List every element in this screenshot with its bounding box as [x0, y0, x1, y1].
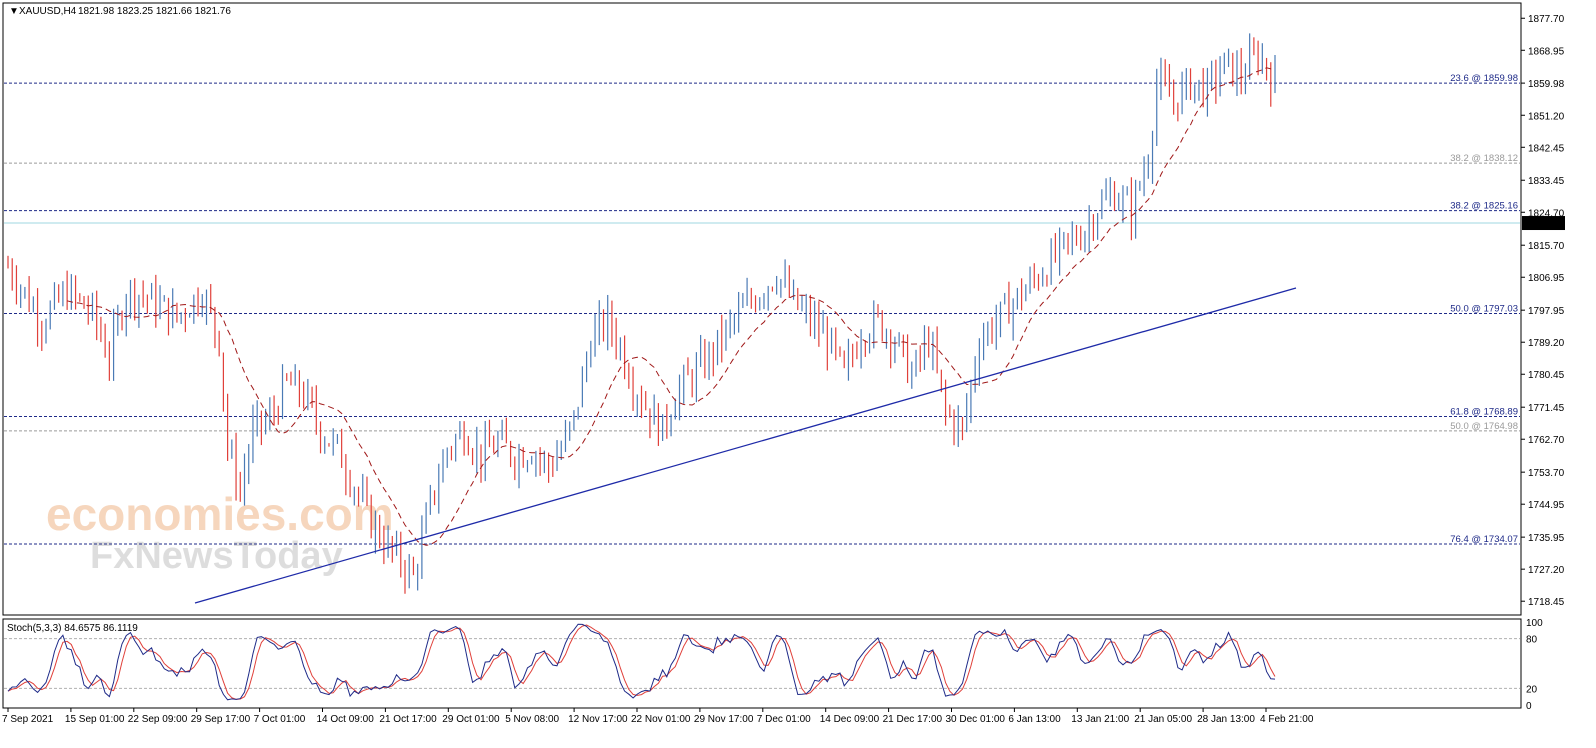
- watermark-fxnewstoday: FxNewsToday: [90, 535, 343, 577]
- price-tick-label: 1824.70: [1528, 208, 1565, 219]
- time-tick-label: 6 Jan 13:00: [1008, 714, 1061, 725]
- price-tick-label: 1833.45: [1528, 176, 1565, 187]
- symbol-label: XAUUSD,H4: [19, 6, 77, 17]
- price-tick-label: 1753.70: [1528, 468, 1565, 479]
- candlesticks: [7, 33, 1276, 594]
- price-tick-label: 1868.95: [1528, 46, 1565, 57]
- stoch-axis-label: 100: [1526, 618, 1543, 629]
- fib-level-label: 38.2 @ 1838.12: [1450, 153, 1518, 164]
- stoch-main-line: [7, 623, 1276, 701]
- price-tick-label: 1789.20: [1528, 338, 1565, 349]
- price-tick-label: 1727.20: [1528, 565, 1565, 576]
- time-tick-label: 21 Dec 17:00: [883, 714, 943, 725]
- time-tick-label: 7 Sep 2021: [2, 714, 54, 725]
- fib-level-label: 76.4 @ 1734.07: [1450, 534, 1518, 545]
- fib-level-label: 38.2 @ 1825.16: [1450, 201, 1518, 212]
- time-tick-label: 21 Oct 17:00: [379, 714, 437, 725]
- fib-level-label: 61.8 @ 1768.89: [1450, 407, 1518, 418]
- price-tick-label: 1851.20: [1528, 111, 1565, 122]
- time-tick-label: 29 Sep 17:00: [191, 714, 251, 725]
- price-tick-label: 1842.45: [1528, 143, 1565, 154]
- price-tick-label: 1762.70: [1528, 435, 1565, 446]
- time-tick-label: 15 Sep 01:00: [65, 714, 125, 725]
- time-tick-label: 30 Dec 01:00: [946, 714, 1006, 725]
- indicator-label: Stoch(5,3,3) 84.6575 86.1119: [7, 623, 138, 634]
- fib-level-label: 23.6 @ 1859.98: [1450, 73, 1518, 84]
- time-tick-label: 29 Nov 17:00: [694, 714, 754, 725]
- time-tick-label: 29 Oct 01:00: [442, 714, 500, 725]
- stochastic-oscillator: 100 80 20 0: [4, 618, 1543, 712]
- stoch-axis-label: 20: [1526, 684, 1538, 695]
- time-tick-label: 7 Dec 01:00: [757, 714, 811, 725]
- time-tick-label: 12 Nov 17:00: [568, 714, 628, 725]
- moving-average: [66, 67, 1275, 546]
- symbol-triangle-icon[interactable]: ▼: [9, 6, 19, 17]
- time-tick-label: 13 Jan 21:00: [1071, 714, 1129, 725]
- stoch-axis-label: 80: [1526, 635, 1538, 646]
- moving-average-line: [66, 67, 1275, 546]
- fib-level-label: 50.0 @ 1764.98: [1450, 421, 1518, 432]
- price-tick-label: 1877.70: [1528, 14, 1565, 25]
- time-tick-label: 21 Jan 05:00: [1134, 714, 1192, 725]
- time-tick-label: 4 Feb 21:00: [1260, 714, 1314, 725]
- stoch-signal-line: [7, 624, 1276, 700]
- trendline-support: [194, 287, 1297, 604]
- time-tick-label: 14 Dec 09:00: [820, 714, 880, 725]
- time-axis: 7 Sep 2021 15 Sep 01:00 22 Sep 09:00 29 Sep…: [2, 708, 1314, 725]
- time-tick-label: 7 Oct 01:00: [254, 714, 306, 725]
- current-price-marker: [1522, 216, 1565, 231]
- price-tick-label: 1780.45: [1528, 370, 1565, 381]
- time-tick-label: 5 Nov 08:00: [505, 714, 559, 725]
- price-tick-label: 1718.45: [1528, 597, 1565, 608]
- ohlc-values: 1821.98 1823.25 1821.66 1821.76: [78, 6, 231, 17]
- current-price-label: 1821.76: [1526, 219, 1563, 230]
- price-tick-label: 1744.95: [1528, 500, 1565, 511]
- price-tick-label: 1806.95: [1528, 273, 1565, 284]
- time-tick-label: 14 Oct 09:00: [317, 714, 375, 725]
- fib-level-label: 50.0 @ 1797.03: [1450, 304, 1518, 315]
- price-tick-label: 1815.70: [1528, 241, 1565, 252]
- watermark-economies: economies.com: [46, 488, 394, 540]
- trendline: [194, 287, 1297, 604]
- time-tick-label: 22 Nov 01:00: [631, 714, 691, 725]
- price-tick-label: 1859.98: [1528, 79, 1565, 90]
- price-tick-label: 1797.95: [1528, 306, 1565, 317]
- time-tick-label: 22 Sep 09:00: [128, 714, 188, 725]
- price-tick-label: 1771.45: [1528, 403, 1565, 414]
- indicator-plot-frame: [2, 618, 1522, 709]
- main-plot-frame: [2, 2, 1522, 616]
- price-tick-label: 1735.95: [1528, 533, 1565, 544]
- time-tick-label: 28 Jan 13:00: [1197, 714, 1255, 725]
- stoch-axis-label: 0: [1526, 701, 1532, 712]
- price-axis: 1877.70 1868.95 1859.98 1851.20 1842.45 1833.…: [1521, 14, 1565, 608]
